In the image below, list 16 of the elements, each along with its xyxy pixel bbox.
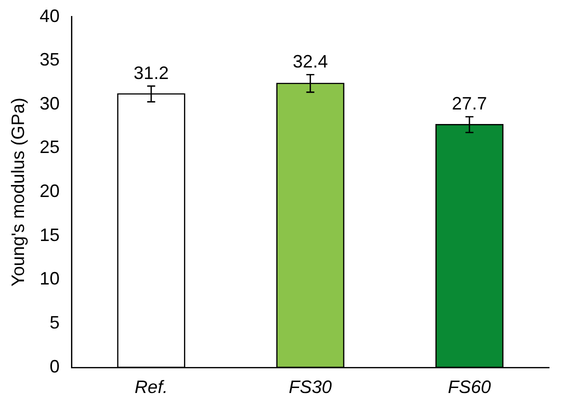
y-tick-label: 25 [40,137,60,158]
data-label: 27.7 [452,94,487,114]
y-axis-title: Young's modulus (GPa) [8,98,28,287]
y-tick-label: 30 [40,93,60,114]
x-tick-label: Ref. [134,377,168,398]
data-label: 31.2 [134,63,169,84]
x-tick-label: FS30 [288,377,332,398]
data-label: 32.4 [292,52,328,72]
y-tick-label: 15 [40,224,60,245]
y-tick-label: 20 [40,181,60,202]
y-tick-label: 35 [40,50,60,70]
y-tick-label: 5 [50,312,60,333]
x-tick-label: FS60 [448,377,491,398]
y-tick-label: 40 [40,6,60,26]
y-tick-label: 10 [40,268,60,289]
y-tick-label: 0 [50,356,60,376]
